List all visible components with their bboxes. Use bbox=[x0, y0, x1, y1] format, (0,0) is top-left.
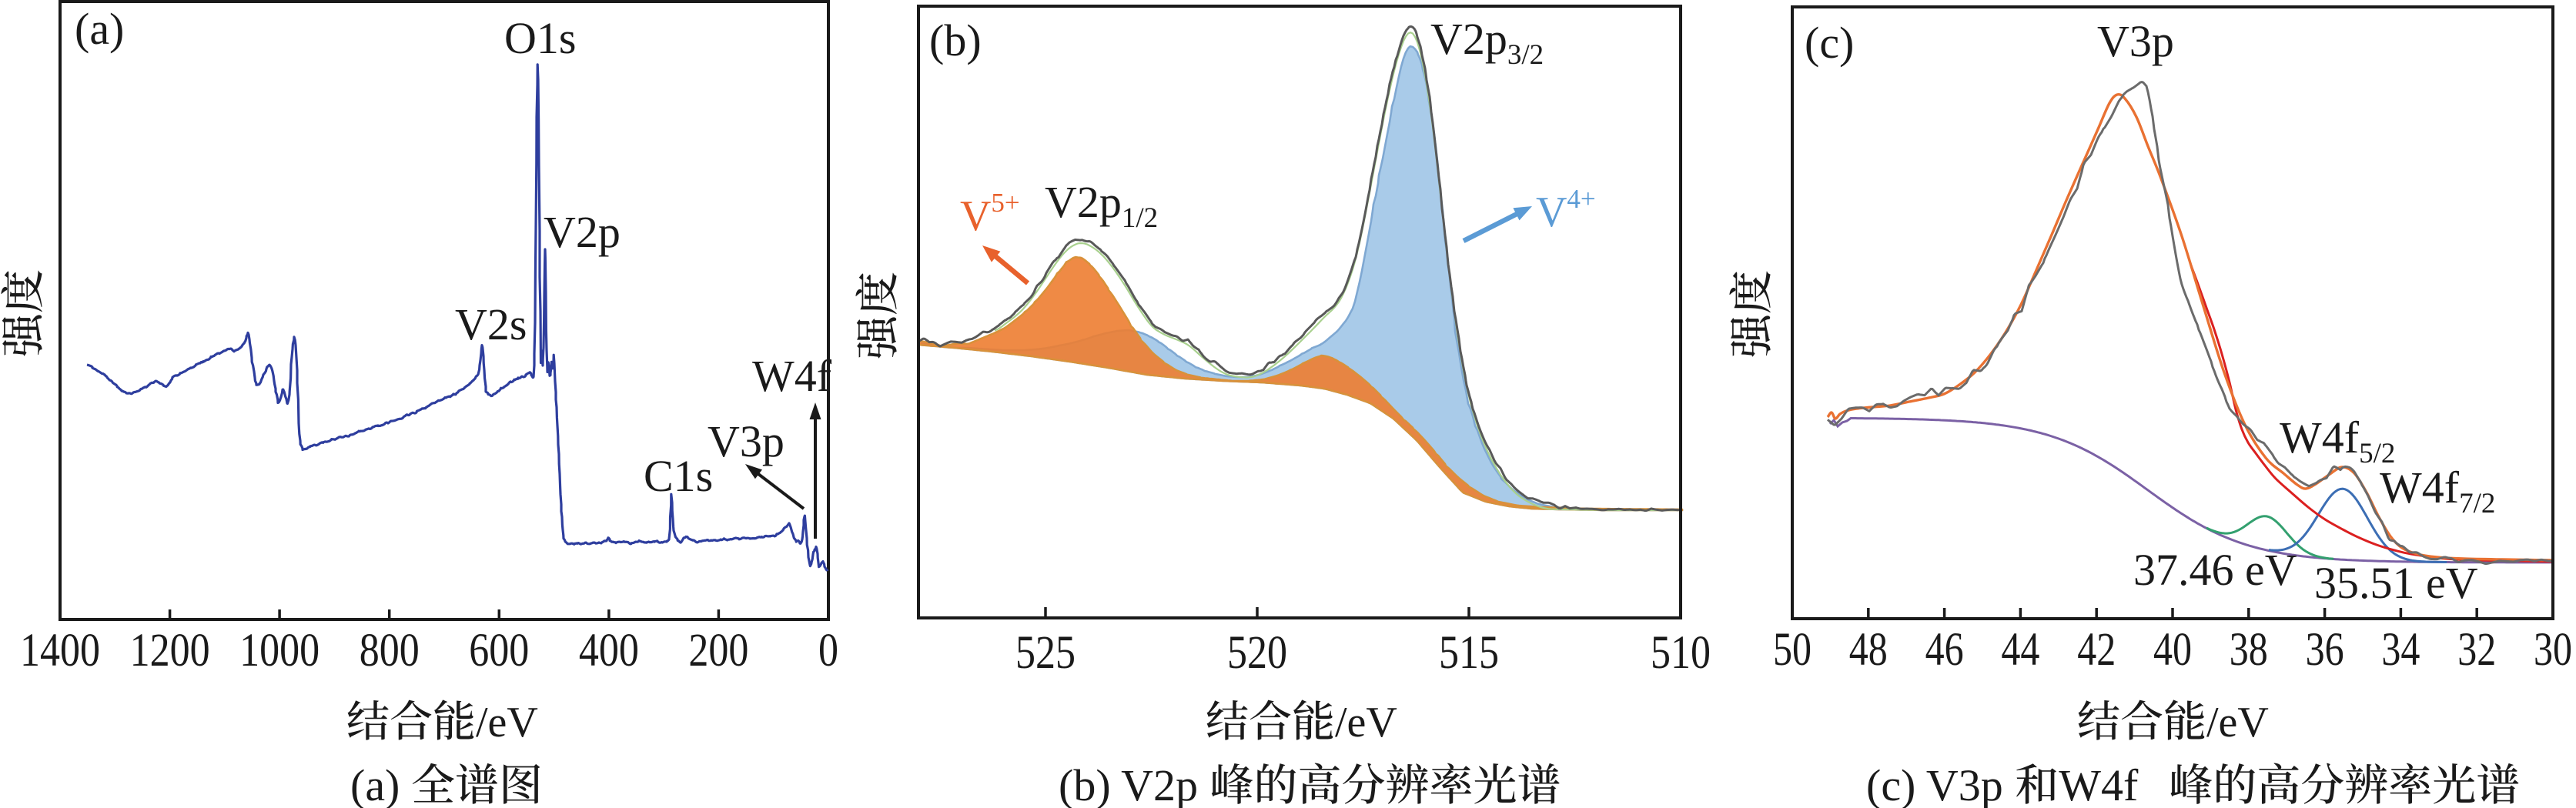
svg-text:600: 600 bbox=[469, 625, 529, 676]
svg-text:V3p: V3p bbox=[708, 416, 785, 466]
svg-text:515: 515 bbox=[1439, 627, 1499, 679]
svg-text:(b) V2p: (b) V2p bbox=[1059, 760, 1198, 808]
svg-text:35.51 eV: 35.51 eV bbox=[2314, 558, 2478, 608]
svg-text:37.46 eV: 37.46 eV bbox=[2133, 545, 2297, 595]
svg-text:W4f: W4f bbox=[2380, 462, 2460, 513]
svg-text:W4f: W4f bbox=[2059, 760, 2139, 808]
svg-text:34: 34 bbox=[2381, 624, 2420, 676]
svg-text:V3p: V3p bbox=[2097, 16, 2174, 66]
svg-text:4+: 4+ bbox=[1567, 184, 1595, 214]
svg-text:32: 32 bbox=[2457, 624, 2496, 676]
svg-text:800: 800 bbox=[360, 625, 420, 676]
svg-text:(b): (b) bbox=[929, 15, 982, 65]
svg-text:520: 520 bbox=[1227, 627, 1287, 679]
svg-text:V2p: V2p bbox=[544, 207, 621, 257]
svg-text:O1s: O1s bbox=[504, 13, 576, 63]
svg-text:7/2: 7/2 bbox=[2459, 488, 2495, 519]
svg-text:V: V bbox=[960, 192, 991, 240]
svg-text:1/2: 1/2 bbox=[1122, 202, 1158, 234]
svg-text:/eV: /eV bbox=[2206, 699, 2269, 746]
svg-text:1400: 1400 bbox=[20, 625, 100, 676]
svg-text:36: 36 bbox=[2306, 624, 2344, 676]
svg-text:3/2: 3/2 bbox=[1507, 39, 1544, 71]
svg-text:V2p: V2p bbox=[1045, 177, 1122, 227]
svg-text:40: 40 bbox=[2153, 624, 2192, 676]
svg-text:V2p: V2p bbox=[1430, 14, 1507, 64]
svg-text:46: 46 bbox=[1925, 624, 1964, 676]
svg-text:48: 48 bbox=[1849, 624, 1888, 676]
svg-text:42: 42 bbox=[2077, 624, 2116, 676]
svg-text:0: 0 bbox=[818, 625, 838, 676]
svg-text:(a): (a) bbox=[350, 760, 400, 808]
svg-text:W4f: W4f bbox=[752, 351, 832, 401]
svg-text:/eV: /eV bbox=[1335, 699, 1397, 746]
svg-text:W4f: W4f bbox=[2280, 412, 2360, 462]
svg-text:V: V bbox=[1536, 189, 1567, 236]
svg-text:C1s: C1s bbox=[644, 451, 713, 501]
svg-text:1000: 1000 bbox=[239, 625, 319, 676]
svg-text:510: 510 bbox=[1651, 627, 1711, 679]
svg-text:525: 525 bbox=[1015, 627, 1076, 679]
svg-text:38: 38 bbox=[2230, 624, 2268, 676]
svg-text:1200: 1200 bbox=[130, 625, 210, 676]
svg-text:V2s: V2s bbox=[455, 299, 527, 349]
svg-text:44: 44 bbox=[2001, 624, 2039, 676]
svg-text:400: 400 bbox=[579, 625, 639, 676]
svg-text:(c) V3p: (c) V3p bbox=[1866, 760, 2003, 808]
svg-text:(c): (c) bbox=[1805, 18, 1854, 68]
svg-text:(a): (a) bbox=[75, 4, 124, 54]
svg-text:30: 30 bbox=[2534, 624, 2572, 676]
svg-text:200: 200 bbox=[688, 625, 748, 676]
svg-text:/eV: /eV bbox=[476, 699, 538, 746]
svg-text:5/2: 5/2 bbox=[2359, 438, 2395, 469]
svg-text:5+: 5+ bbox=[991, 188, 1019, 218]
svg-text:50: 50 bbox=[1773, 624, 1812, 676]
